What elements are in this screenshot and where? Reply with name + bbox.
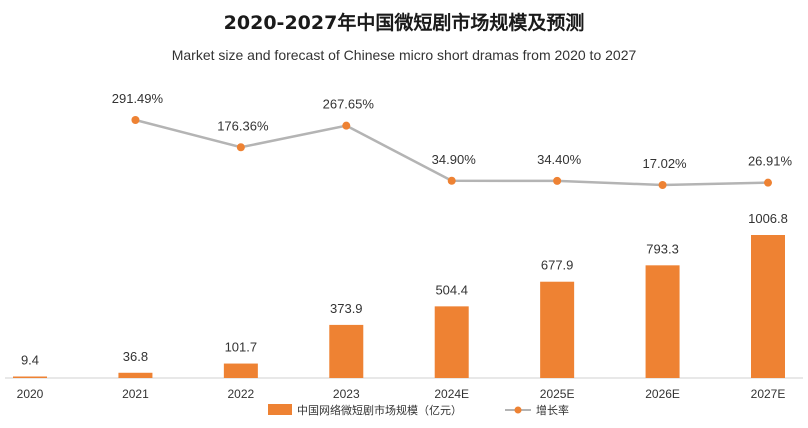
chart-subtitle: Market size and forecast of Chinese micr… [171,47,637,63]
legend: 中国网络微短剧市场规模（亿元） 增长率 [268,403,569,417]
bar-2025E [540,281,575,378]
growth-point-2021 [131,116,140,124]
legend-bar-swatch [268,404,292,415]
x-tick-label-2021: 2021 [122,387,149,401]
growth-label-2026E: 17.02% [643,156,688,171]
legend-line-label: 增长率 [536,403,569,417]
x-tick-label-2020: 2020 [17,387,44,401]
bar-2022 [223,363,258,378]
growth-label-2025E: 34.40% [537,152,582,167]
bar-2021 [118,372,153,378]
x-tick-label-2022: 2022 [228,387,255,401]
chart-title: 2020-2027年中国微短剧市场规模及预测 [223,12,585,34]
bar-value-label-2027E: 1006.8 [748,211,788,226]
bar-value-label-2026E: 793.3 [646,241,679,256]
x-tick-label-2023: 2023 [333,387,360,401]
bar-value-label-2023: 373.9 [330,301,363,316]
bar-value-label-2021: 36.8 [123,349,148,364]
growth-label-2024E: 34.90% [432,152,477,167]
x-tick-label-2026E: 2026E [645,387,680,401]
growth-point-2023 [342,121,351,130]
growth-label-2027E: 26.91% [748,154,793,169]
bar-value-label-2024E: 504.4 [435,282,468,297]
bar-2027E [751,235,785,378]
growth-label-2021: 291.49% [112,91,164,106]
bar-value-label-2020: 9.4 [21,353,39,368]
growth-point-2027E [764,178,772,187]
bar-2024E [434,306,469,378]
growth-point-2022 [236,143,245,152]
x-tick-label-2027E: 2027E [751,387,786,401]
growth-label-2022: 176.36% [217,118,269,133]
bar-2026E [645,265,680,378]
growth-point-2024E [447,176,456,185]
x-tick-label-2024E: 2024E [434,387,469,401]
legend-line-marker [514,406,522,414]
growth-point-2026E [658,181,667,189]
bar-2020 [13,376,47,378]
x-tick-label-2025E: 2025E [540,387,575,401]
growth-label-2023: 267.65% [323,97,375,112]
bar-2023 [329,324,364,378]
legend-bar-label: 中国网络微短剧市场规模（亿元） [297,403,462,417]
bar-value-label-2022: 101.7 [225,340,258,355]
growth-point-2025E [553,176,562,185]
bar-value-label-2025E: 677.9 [541,258,574,273]
